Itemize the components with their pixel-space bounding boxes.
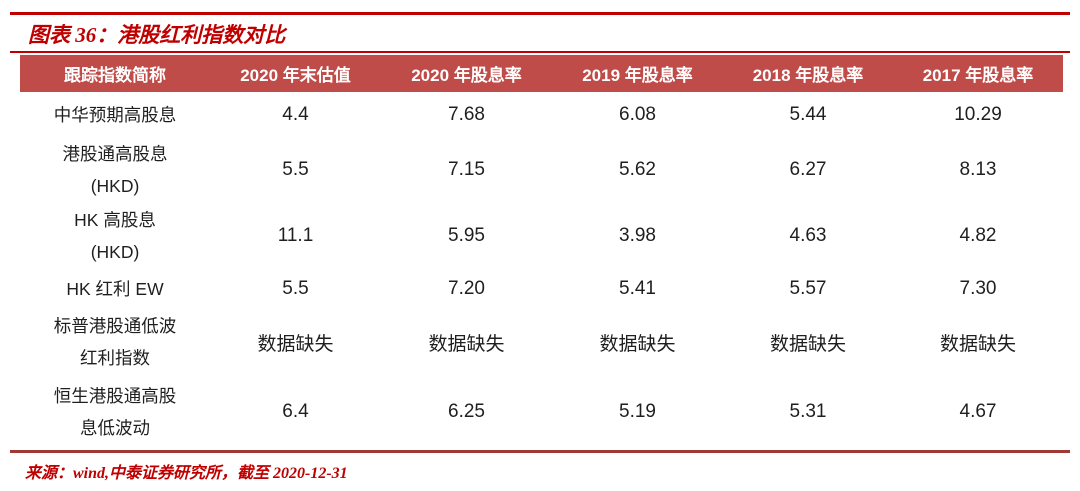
value-cell: 7.15 (381, 137, 552, 202)
column-header: 2020 年股息率 (381, 55, 552, 92)
column-header: 2019 年股息率 (552, 55, 723, 92)
value-cell: 7.68 (381, 92, 552, 137)
table-row: 港股通高股息 (HKD) 5.5 7.15 5.62 6.27 8.13 (20, 137, 1063, 202)
index-name-cell: 标普港股通低波 红利指数 (20, 308, 210, 376)
value-cell: 数据缺失 (381, 308, 552, 376)
column-header: 跟踪指数简称 (20, 55, 210, 92)
column-header: 2017 年股息率 (893, 55, 1063, 92)
value-cell: 6.08 (552, 92, 723, 137)
table-header-row-inner: 跟踪指数简称 2020 年末估值 2020 年股息率 2019 年股息率 2018 年股… (20, 55, 1063, 92)
value-cell: 5.62 (552, 137, 723, 202)
source-note: 来源：wind,中泰证券研究所，截至 2020-12-31 (25, 465, 348, 482)
value-cell: 4.67 (893, 376, 1063, 448)
value-cell: 5.41 (552, 270, 723, 308)
table-row: HK 红利 EW 5.5 7.20 5.41 5.57 7.30 (20, 270, 1063, 308)
bottom-rule (10, 450, 1070, 453)
value-cell: 4.4 (210, 92, 381, 137)
value-cell: 数据缺失 (893, 308, 1063, 376)
index-name-cell: 恒生港股通高股 息低波动 (20, 376, 210, 448)
table-row: 标普港股通低波 红利指数 数据缺失 数据缺失 数据缺失 数据缺失 数据缺失 (20, 308, 1063, 376)
value-cell: 5.31 (723, 376, 893, 448)
table-row: HK 高股息 (HKD) 11.1 5.95 3.98 4.63 4.82 (20, 202, 1063, 270)
value-cell: 7.30 (893, 270, 1063, 308)
value-cell: 6.4 (210, 376, 381, 448)
value-cell: 5.19 (552, 376, 723, 448)
value-cell: 5.5 (210, 270, 381, 308)
value-cell: 8.13 (893, 137, 1063, 202)
table-row: 恒生港股通高股 息低波动 6.4 6.25 5.19 5.31 4.67 (20, 376, 1063, 448)
value-cell: 11.1 (210, 202, 381, 270)
index-name-cell: HK 高股息 (HKD) (20, 202, 210, 270)
value-cell: 6.27 (723, 137, 893, 202)
dividend-index-table: 跟踪指数简称 2020 年末估值 2020 年股息率 2019 年股息率 2018 年股… (20, 55, 1063, 448)
value-cell: 4.63 (723, 202, 893, 270)
table-header-row: 跟踪指数简称 2020 年末估值 2020 年股息率 2019 年股息率 2018 年股… (20, 55, 1063, 92)
value-cell: 10.29 (893, 92, 1063, 137)
column-header: 2018 年股息率 (723, 55, 893, 92)
value-cell: 6.25 (381, 376, 552, 448)
value-cell: 数据缺失 (723, 308, 893, 376)
value-cell: 5.57 (723, 270, 893, 308)
top-rule (10, 12, 1070, 15)
value-cell: 数据缺失 (210, 308, 381, 376)
value-cell: 5.44 (723, 92, 893, 137)
value-cell: 5.5 (210, 137, 381, 202)
value-cell: 7.20 (381, 270, 552, 308)
index-name-cell: 中华预期高股息 (20, 92, 210, 137)
column-header: 2020 年末估值 (210, 55, 381, 92)
index-name-cell: 港股通高股息 (HKD) (20, 137, 210, 202)
value-cell: 3.98 (552, 202, 723, 270)
title-underline-rule (10, 51, 1070, 53)
table-row: 中华预期高股息 4.4 7.68 6.08 5.44 10.29 (20, 92, 1063, 137)
value-cell: 数据缺失 (552, 308, 723, 376)
index-name-cell: HK 红利 EW (20, 270, 210, 308)
figure-title: 图表 36：港股红利指数对比 (28, 23, 286, 47)
value-cell: 4.82 (893, 202, 1063, 270)
value-cell: 5.95 (381, 202, 552, 270)
index-table-body: 中华预期高股息 4.4 7.68 6.08 5.44 10.29 港股通高股息 (HKD) 5… (20, 92, 1063, 448)
